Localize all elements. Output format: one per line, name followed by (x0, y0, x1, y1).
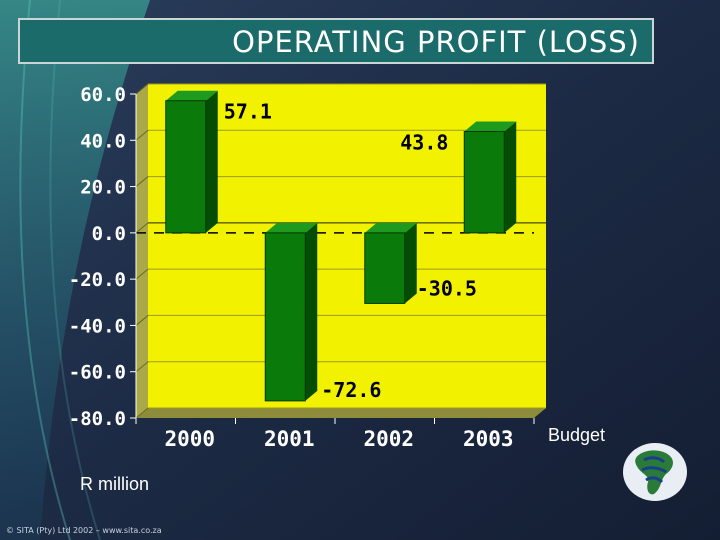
bar (264, 232, 306, 402)
bar-side (404, 222, 417, 304)
bar-top (165, 90, 218, 101)
y-tick-label: -60.0 (69, 362, 126, 384)
y-tick-label: 20.0 (80, 177, 126, 199)
bar (463, 130, 505, 234)
y-tick-label: 0.0 (92, 223, 126, 245)
budget-label: Budget (548, 425, 606, 445)
y-tick-label: 40.0 (80, 130, 126, 152)
x-category-label: 2000 (164, 427, 215, 451)
x-category-label: 2003 (463, 427, 514, 451)
gridline-depth (135, 407, 149, 419)
bar-side (504, 121, 517, 233)
plot-floor (136, 408, 546, 418)
gridline-depth (135, 83, 149, 95)
data-label: 57.1 (224, 100, 272, 124)
company-logo-icon (623, 443, 687, 501)
gridline-depth (135, 268, 149, 280)
gridline-depth (135, 222, 149, 234)
bar (364, 232, 406, 304)
y-tick-label: 60.0 (80, 84, 126, 106)
y-tick-label: -80.0 (69, 408, 126, 430)
gridline-depth (135, 176, 149, 187)
copyright-footer: © SITA (Pty) Ltd 2002 – www.sita.co.za (6, 526, 162, 535)
data-label: 43.8 (400, 130, 448, 154)
x-category-label: 2002 (363, 427, 414, 451)
bar-side (205, 90, 218, 233)
bar (165, 100, 207, 234)
y-tick-label: -20.0 (69, 269, 126, 291)
bar-side (305, 222, 318, 401)
unit-label: R million (80, 474, 150, 494)
data-label: -30.5 (417, 276, 477, 300)
bar-top (464, 121, 517, 132)
gridline-depth (135, 129, 149, 141)
y-tick-label: -40.0 (69, 315, 126, 337)
bar-top (265, 222, 318, 233)
chart-title: OPERATING PROFIT (LOSS) (232, 25, 640, 59)
x-category-label: 2001 (264, 427, 315, 451)
gridline-depth (135, 315, 149, 326)
plot-side-wall (136, 84, 148, 418)
data-label: -72.6 (321, 378, 381, 402)
gridline-depth (135, 361, 149, 373)
title-bar: OPERATING PROFIT (LOSS) (18, 18, 654, 64)
bar-top (364, 222, 417, 233)
